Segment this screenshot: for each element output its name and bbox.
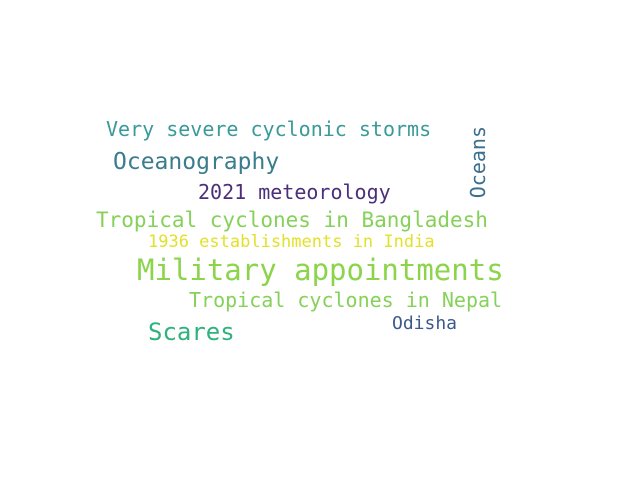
word-tropical-cyclones-bangladesh: Tropical cyclones in Bangladesh <box>96 208 488 232</box>
word-military-appointments: Military appointments <box>137 253 504 287</box>
word-odisha: Odisha <box>392 313 458 334</box>
word-2021-meteorology: 2021 meteorology <box>198 180 391 204</box>
word-tropical-cyclones-nepal: Tropical cyclones in Nepal <box>189 288 503 312</box>
word-very-severe-cyclonic-storms: Very severe cyclonic storms <box>106 117 432 141</box>
word-1936-establishments-india: 1936 establishments in India <box>148 232 435 252</box>
word-scares: Scares <box>148 318 235 346</box>
word-oceans: Oceans <box>466 126 490 199</box>
word-oceanography: Oceanography <box>113 149 280 175</box>
